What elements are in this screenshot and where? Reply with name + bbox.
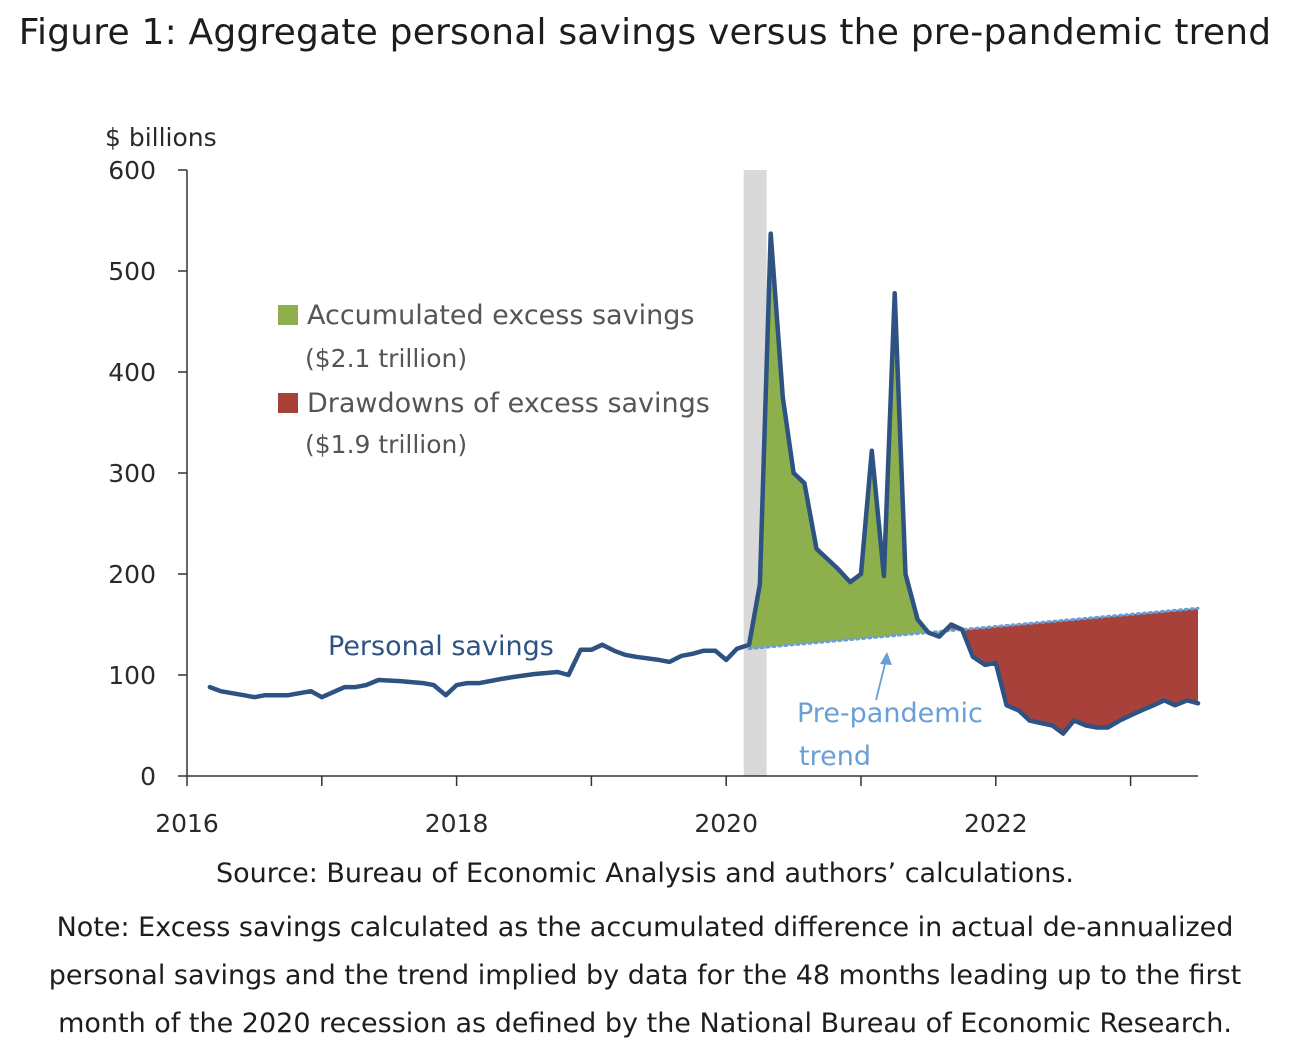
y-tick-label: 0	[140, 762, 156, 791]
x-tick-label: 2020	[694, 809, 758, 838]
pre-pandemic-trend-label-line2: trend	[799, 741, 871, 772]
pre-pandemic-trend-label: Pre-pandemic	[797, 698, 983, 729]
pre-pandemic-trend-line	[747, 606, 1200, 651]
trend-pointer-arrowhead	[880, 652, 892, 665]
trend-pointer-line	[875, 659, 887, 701]
personal-savings-line	[207, 231, 1201, 736]
y-tick-label: 400	[108, 358, 156, 387]
legend-swatch-drawdown	[278, 393, 298, 413]
excess-savings-area	[749, 233, 952, 649]
legend-value-drawdown: ($1.9 trillion)	[305, 430, 467, 459]
y-tick-label: 100	[108, 661, 156, 690]
methodology-note: Note: Excess savings calculated as the a…	[48, 912, 1242, 1039]
legend-value-excess: ($2.1 trillion)	[305, 344, 467, 373]
y-tick-label: 600	[108, 156, 156, 185]
figure-title: Figure 1: Aggregate personal savings ver…	[18, 12, 1272, 53]
legend-label-drawdown: Drawdowns of excess savings	[307, 388, 710, 419]
source-note: Source: Bureau of Economic Analysis and …	[216, 858, 1074, 889]
drawdown-area	[951, 608, 1198, 734]
x-tick-label: 2018	[425, 809, 489, 838]
y-tick-label: 500	[108, 257, 156, 286]
x-tick-label: 2022	[964, 809, 1028, 838]
personal-savings-label: Personal savings	[328, 631, 554, 662]
y-axis-label: $ billions	[105, 123, 217, 152]
y-tick-label: 200	[108, 560, 156, 589]
legend-swatch-excess	[278, 305, 298, 325]
savings-chart: 0 100 200 300 400 500 600 2016 2018 2020 2022 $ bil…	[105, 123, 1201, 838]
legend-label-excess: Accumulated excess savings	[307, 300, 694, 331]
y-tick-label: 300	[108, 459, 156, 488]
x-tick-label: 2016	[155, 809, 219, 838]
